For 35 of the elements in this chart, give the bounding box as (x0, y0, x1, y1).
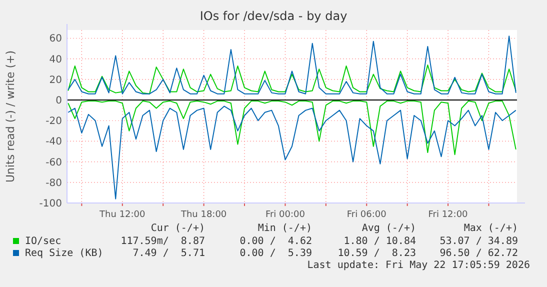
line-series (68, 64, 516, 94)
text: Last update: Fri May 22 17:05:59 2026 (307, 260, 530, 271)
x-tick-label: Fri 06:00 (346, 210, 387, 220)
y-tick-label: 40 (49, 54, 62, 66)
legend-label: Req Size (KB) (25, 248, 104, 259)
y-axis-title: Units read (-) / write (+) (4, 50, 17, 183)
legend-label: IO/sec (25, 236, 62, 247)
line-series (68, 36, 516, 94)
text: 7.49 / 5.71 (132, 248, 205, 259)
y-tick-label: -20 (46, 116, 62, 128)
text: 0.00 / 5.39 (240, 248, 312, 259)
y-tick-label: 20 (49, 74, 62, 86)
y-tick-label: -40 (46, 136, 62, 148)
line-series (68, 100, 516, 156)
text: Max (-/+) (464, 223, 518, 234)
text: 1.80 / 10.84 (344, 236, 416, 247)
y-tick-label: 60 (49, 34, 62, 45)
y-tick-label: 0 (56, 96, 62, 107)
y-tick-label: -60 (46, 157, 62, 168)
text: Avg (-/+) (362, 223, 416, 234)
x-tick-label: Fri 00:00 (265, 210, 306, 220)
text: 53.07 / 34.89 (440, 236, 518, 247)
x-tick-label: Thu 12:00 (98, 210, 146, 220)
text: Cur (-/+) (150, 223, 205, 234)
chart-title: IOs for /dev/sda - by day (200, 9, 348, 23)
y-tick-label: -80 (46, 178, 62, 189)
text: 10.59 / 8.23 (338, 248, 416, 259)
text: Min (-/+) (258, 223, 312, 234)
text: 117.59m/ 8.87 (120, 236, 205, 247)
text: 96.50 / 62.72 (440, 248, 518, 259)
x-tick-label: Fri 12:00 (428, 210, 468, 220)
x-tick-label: Thu 18:00 (180, 210, 227, 220)
line-series (68, 106, 516, 200)
text: 0.00 / 4.62 (240, 236, 312, 247)
y-tick-label: -100 (39, 198, 62, 210)
